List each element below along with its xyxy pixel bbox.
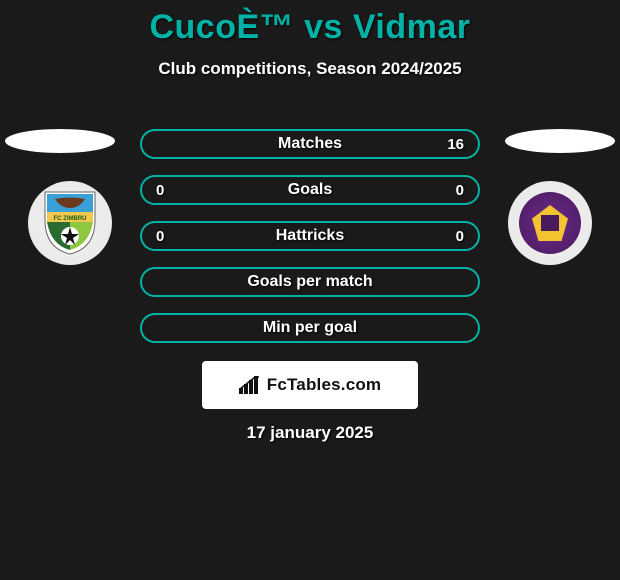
- team-crest-left: FC ZIMBRU: [28, 181, 112, 265]
- brand-text: FcTables.com: [267, 375, 382, 395]
- maribor-shield-icon: [519, 192, 581, 254]
- stat-row-min-per-goal: Min per goal: [140, 313, 480, 343]
- page-title: CucoÈ™ vs Vidmar: [0, 8, 620, 47]
- brand-badge: FcTables.com: [202, 361, 418, 409]
- stat-left-value: 0: [156, 182, 180, 199]
- main-area: FC ZIMBRU Matches 16 0 Goals: [0, 111, 620, 451]
- stat-label: Goals: [180, 181, 440, 199]
- team-crest-right: [508, 181, 592, 265]
- maribor-pentagon: [532, 205, 568, 241]
- page-subtitle: Club competitions, Season 2024/2025: [0, 59, 620, 79]
- ellipse-shadow-right: [505, 129, 615, 153]
- stat-row-goals: 0 Goals 0: [140, 175, 480, 205]
- stat-row-hattricks: 0 Hattricks 0: [140, 221, 480, 251]
- svg-text:FC ZIMBRU: FC ZIMBRU: [54, 216, 87, 222]
- stat-label: Matches: [180, 135, 440, 153]
- stat-row-matches: Matches 16: [140, 129, 480, 159]
- h2h-infographic: CucoÈ™ vs Vidmar Club competitions, Seas…: [0, 0, 620, 451]
- stat-right-value: 16: [440, 136, 464, 153]
- ellipse-shadow-left: [5, 129, 115, 153]
- stat-label: Hattricks: [180, 227, 440, 245]
- stat-right-value: 0: [440, 228, 464, 245]
- stat-label: Min per goal: [180, 319, 440, 337]
- stat-right-value: 0: [440, 182, 464, 199]
- stat-left-value: 0: [156, 228, 180, 245]
- stats-table: Matches 16 0 Goals 0 0 Hattricks 0 Goals…: [140, 129, 480, 359]
- stat-label: Goals per match: [180, 273, 440, 291]
- zimbru-shield-icon: FC ZIMBRU: [41, 190, 99, 256]
- stat-row-goals-per-match: Goals per match: [140, 267, 480, 297]
- bars-icon: [239, 376, 261, 394]
- date-label: 17 january 2025: [247, 423, 374, 443]
- maribor-castle-icon: [541, 215, 559, 231]
